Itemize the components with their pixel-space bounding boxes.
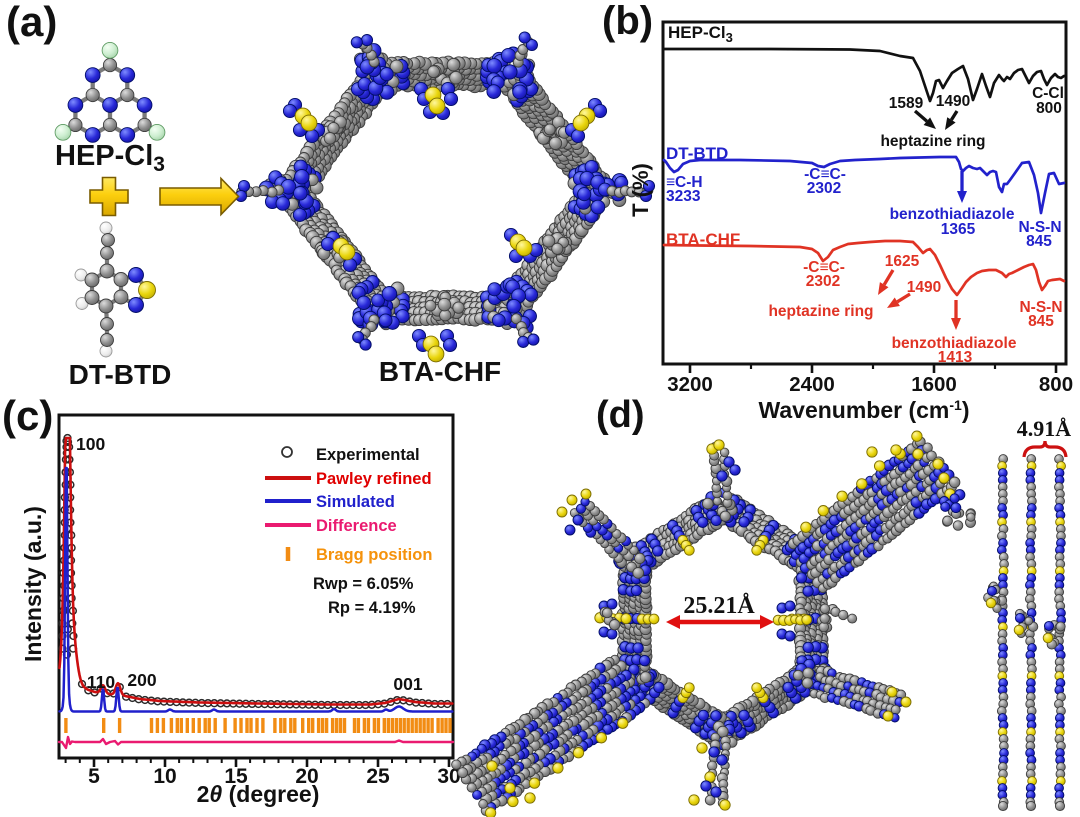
- svg-text:T (%): T (%): [628, 163, 653, 217]
- svg-text:Bragg position: Bragg position: [316, 546, 432, 564]
- svg-text:1589: 1589: [889, 95, 924, 112]
- svg-text:Experimental: Experimental: [316, 446, 420, 464]
- svg-text:DT-BTD: DT-BTD: [666, 144, 728, 163]
- svg-text:heptazine ring: heptazine ring: [768, 303, 873, 320]
- svg-text:Rwp = 6.05%: Rwp = 6.05%: [313, 575, 414, 593]
- svg-text:Intensity (a.u.): Intensity (a.u.): [20, 506, 46, 662]
- svg-text:(a): (a): [6, 0, 57, 45]
- svg-text:Wavenumber (cm-1): Wavenumber (cm-1): [759, 397, 970, 423]
- svg-text:(d): (d): [596, 394, 645, 436]
- svg-text:1490: 1490: [936, 93, 970, 110]
- svg-text:1490: 1490: [907, 279, 941, 296]
- svg-text:845: 845: [1026, 233, 1052, 250]
- svg-text:20: 20: [295, 765, 318, 788]
- svg-text:-C≡C-: -C≡C-: [804, 166, 846, 183]
- svg-text:(c): (c): [2, 392, 53, 439]
- svg-text:≡C-H: ≡C-H: [666, 174, 703, 191]
- svg-text:25: 25: [366, 765, 390, 788]
- svg-text:200: 200: [127, 670, 156, 690]
- svg-text:1625: 1625: [885, 253, 920, 270]
- svg-text:N-S-N: N-S-N: [1018, 219, 1061, 236]
- svg-text:heptazine ring: heptazine ring: [880, 133, 985, 150]
- svg-text:10: 10: [153, 765, 176, 788]
- svg-text:100: 100: [76, 434, 105, 454]
- svg-text:845: 845: [1028, 313, 1054, 330]
- svg-text:2302: 2302: [806, 273, 840, 290]
- svg-text:Rp = 4.19%: Rp = 4.19%: [328, 599, 416, 617]
- svg-text:15: 15: [224, 765, 248, 788]
- svg-text:Difference: Difference: [316, 517, 397, 535]
- svg-text:Simulated: Simulated: [316, 493, 395, 511]
- svg-text:5: 5: [88, 765, 100, 788]
- svg-text:1365: 1365: [941, 221, 976, 238]
- svg-text:800: 800: [1036, 100, 1062, 117]
- svg-text:800: 800: [1039, 373, 1073, 396]
- svg-text:001: 001: [393, 674, 422, 694]
- svg-text:benzothiadiazole: benzothiadiazole: [892, 335, 1017, 352]
- svg-text:C-Cl: C-Cl: [1032, 85, 1064, 102]
- svg-text:1413: 1413: [938, 349, 973, 366]
- svg-text:DT-BTD: DT-BTD: [69, 359, 172, 390]
- svg-text:N-S-N: N-S-N: [1019, 299, 1062, 316]
- svg-text:2θ (degree): 2θ (degree): [197, 781, 320, 807]
- svg-text:25.21Å: 25.21Å: [683, 593, 755, 619]
- svg-text:2400: 2400: [789, 373, 835, 396]
- svg-text:(b): (b): [602, 0, 653, 43]
- svg-text:Pawley refined: Pawley refined: [316, 470, 432, 488]
- svg-text:3200: 3200: [667, 373, 713, 396]
- svg-text:-C≡C-: -C≡C-: [803, 259, 845, 276]
- svg-text:HEP-Cl3: HEP-Cl3: [668, 23, 733, 45]
- svg-text:30: 30: [437, 765, 460, 788]
- svg-text:110: 110: [87, 672, 115, 692]
- svg-text:HEP-Cl3: HEP-Cl3: [55, 140, 165, 176]
- svg-text:3233: 3233: [666, 188, 701, 205]
- svg-text:1600: 1600: [911, 373, 957, 396]
- svg-text:BTA-CHF: BTA-CHF: [666, 230, 740, 249]
- svg-text:benzothiadiazole: benzothiadiazole: [890, 206, 1015, 223]
- svg-text:2302: 2302: [807, 180, 841, 197]
- svg-text:4.91Å: 4.91Å: [1017, 416, 1072, 441]
- svg-text:BTA-CHF: BTA-CHF: [379, 356, 501, 387]
